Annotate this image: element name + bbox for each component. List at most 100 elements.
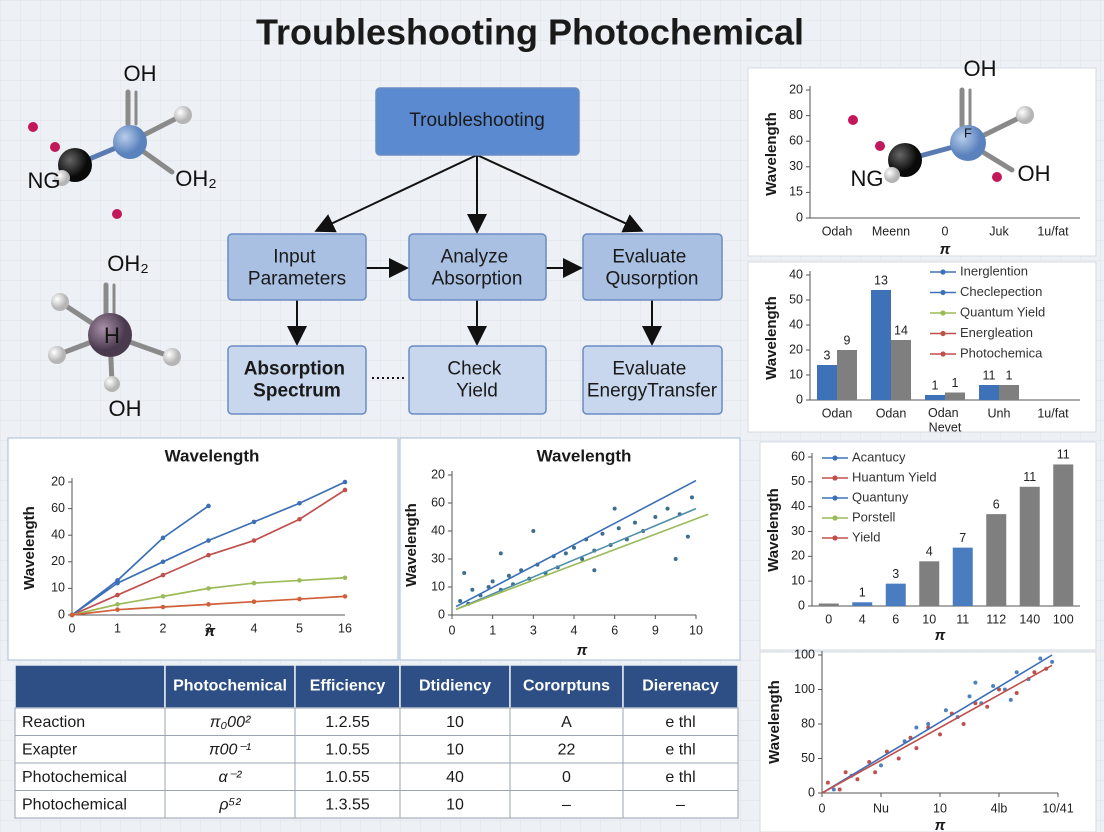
table-cell xyxy=(164,735,296,764)
line-marker xyxy=(342,479,348,485)
x-axis-label: π xyxy=(935,817,946,832)
panel xyxy=(399,437,741,661)
x-tick-label: 10 xyxy=(933,801,947,815)
legend-label: Porstell xyxy=(852,509,895,524)
bar xyxy=(885,583,906,606)
x-tick-label: 140 xyxy=(1019,612,1040,626)
x-tick-label: 3 xyxy=(205,621,212,635)
panel xyxy=(759,651,1097,832)
point xyxy=(837,787,842,792)
legend-label: Checlepection xyxy=(960,284,1042,299)
header-label: Dtidiency xyxy=(419,678,491,695)
y-tick-label: 60 xyxy=(789,133,803,147)
point xyxy=(612,506,617,511)
x-tick-label: Odah xyxy=(822,224,853,238)
point xyxy=(498,551,503,556)
node-box xyxy=(408,233,547,301)
trend-line xyxy=(455,507,697,611)
line-marker xyxy=(297,596,302,602)
y-tick-label: 100 xyxy=(794,647,815,661)
x-tick-label: Odan xyxy=(876,406,907,420)
y-tick-label: 60 xyxy=(431,495,445,509)
line-marker xyxy=(206,503,211,509)
point xyxy=(616,526,621,531)
bar xyxy=(891,340,911,400)
flowchart: Troubleshooting Input Parameters Analyze… xyxy=(227,87,723,415)
y-tick-label: 60 xyxy=(51,501,65,515)
molecule: OH NG OH₂ xyxy=(28,61,217,219)
point xyxy=(943,708,948,713)
chart-title: Wavelength xyxy=(165,446,260,465)
panel xyxy=(759,441,1097,651)
bar xyxy=(999,385,1019,400)
y-tick-label: 0 xyxy=(438,607,445,621)
panel xyxy=(747,261,1097,433)
point xyxy=(1014,690,1019,695)
point xyxy=(938,732,942,737)
cell-text: 1.0.55 xyxy=(325,769,370,786)
point xyxy=(997,687,1001,692)
table-cell xyxy=(294,707,401,736)
node-box xyxy=(375,87,580,156)
table-cell xyxy=(399,707,511,736)
y-tick-label: 0 xyxy=(58,607,65,621)
cell-text: e thl xyxy=(665,769,695,786)
y-axis-label: Wavelength xyxy=(763,112,780,196)
x-tick-label: 9 xyxy=(652,623,659,637)
point xyxy=(896,756,901,761)
point xyxy=(914,746,919,751)
point xyxy=(572,545,576,550)
node-label: Troubleshooting xyxy=(409,110,545,131)
cell-text: 0 xyxy=(562,769,571,786)
y-axis-label: Wavelength xyxy=(403,503,420,587)
y-axis-label: Wavelength xyxy=(763,296,780,380)
node-label: Evaluate EnergyTransfer xyxy=(587,359,718,402)
legend-marker xyxy=(940,310,946,316)
line-marker xyxy=(115,592,120,598)
node-label: Evaluate Qusorption xyxy=(606,247,699,290)
y-tick-label: 0 xyxy=(796,392,803,406)
x-tick-label: 11 xyxy=(956,612,969,626)
y-tick-label: 40 xyxy=(789,267,803,281)
line-marker xyxy=(206,602,211,607)
table-cell xyxy=(14,762,166,791)
line-marker xyxy=(69,612,75,618)
line xyxy=(71,505,209,616)
line-marker xyxy=(342,575,348,581)
point xyxy=(961,722,966,726)
y-tick-label: 10 xyxy=(789,367,803,381)
line-marker xyxy=(160,572,166,578)
bar-label: 1 xyxy=(952,376,959,390)
bar xyxy=(818,603,839,606)
atom-label: OH₂ xyxy=(107,251,149,276)
header-label: Efficiency xyxy=(310,678,386,695)
page-title: Troubleshooting Photochemical xyxy=(256,12,804,53)
y-tick-label: 0 xyxy=(796,210,803,224)
cell-text: 10 xyxy=(446,714,464,731)
y-axis-label: Wavelength xyxy=(766,680,783,764)
table-cell xyxy=(294,762,401,791)
point xyxy=(462,571,467,575)
header-label: Cororptuns xyxy=(523,678,610,695)
bar xyxy=(919,561,940,606)
point xyxy=(1008,697,1013,702)
atom-label: NG xyxy=(851,166,884,191)
y-tick-label: 40 xyxy=(789,317,803,331)
bar xyxy=(871,290,891,400)
x-tick-label: 4 xyxy=(859,612,866,626)
x-tick-label: Juk xyxy=(989,224,1009,238)
cell-text: Reaction xyxy=(22,714,85,731)
bar xyxy=(852,602,873,606)
cell-text: π₀00² xyxy=(210,714,251,731)
bar xyxy=(817,365,837,400)
header-label: Dierenacy xyxy=(642,678,719,695)
line-marker xyxy=(115,607,120,612)
header-cell xyxy=(509,664,624,709)
node-label: Check Yield xyxy=(447,359,506,402)
x-tick-label: Unh xyxy=(988,406,1011,420)
table-cell xyxy=(509,707,624,736)
bar-label: 1 xyxy=(1006,368,1013,382)
point xyxy=(673,557,678,561)
point xyxy=(689,495,694,500)
